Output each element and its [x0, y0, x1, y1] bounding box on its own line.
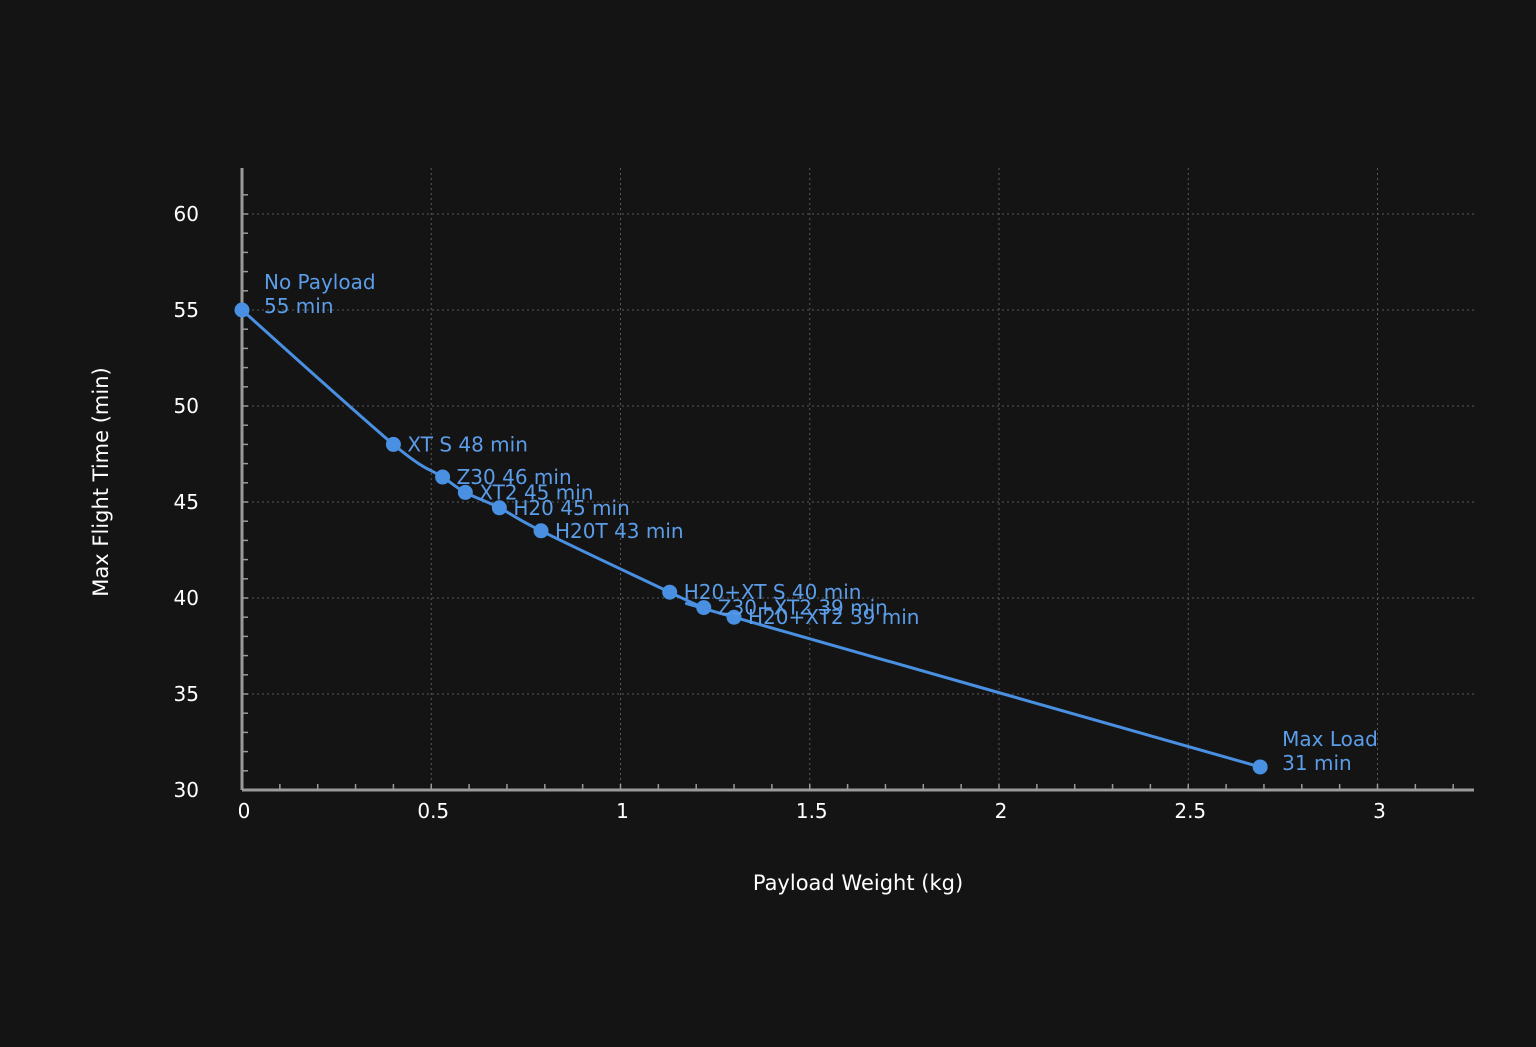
axes [240, 168, 1474, 792]
point-label: H20+XT S 40 min [684, 580, 862, 604]
data-point [435, 469, 451, 485]
point-label: XT S 48 min [407, 432, 528, 456]
y-tick-label: 55 [174, 298, 199, 322]
point-label: No Payload [264, 270, 376, 294]
data-point [491, 500, 507, 516]
x-tick-label: 2.5 [1174, 799, 1206, 823]
data-point [662, 584, 678, 600]
point-label: 55 min [264, 294, 334, 318]
x-tick-label: 1 [616, 799, 629, 823]
y-tick-label: 35 [174, 682, 199, 706]
grid-lines [242, 168, 1474, 790]
data-point [234, 302, 250, 318]
x-axis-title: Payload Weight (kg) [753, 871, 963, 895]
data-point [726, 609, 742, 625]
x-tick-label: 0 [238, 799, 251, 823]
data-point [457, 484, 473, 500]
y-tick-label: 40 [174, 586, 199, 610]
data-points [234, 302, 1268, 775]
x-tick-label: 1.5 [796, 799, 828, 823]
x-tick-label: 2 [995, 799, 1008, 823]
point-label: H20T 43 min [555, 519, 684, 543]
point-label: Z30+XT2 39 min [718, 596, 888, 620]
y-tick-label: 60 [174, 202, 199, 226]
flight-time-curve [241, 308, 1261, 769]
point-label: Z30 46 min [457, 465, 572, 489]
data-point [1252, 759, 1268, 775]
point-label: H20 45 min [513, 496, 629, 520]
y-tick-label: 50 [174, 394, 199, 418]
y-tick-label: 30 [174, 778, 199, 802]
data-point [533, 523, 549, 539]
data-point [696, 600, 712, 616]
x-tick-label: 3 [1373, 799, 1386, 823]
x-tick-label: 0.5 [417, 799, 449, 823]
y-axis-title: Max Flight Time (min) [89, 367, 113, 596]
y-tick-label: 45 [174, 490, 199, 514]
point-label: 31 min [1282, 751, 1352, 775]
point-label: XT2 45 min [479, 480, 593, 504]
data-point [385, 436, 401, 452]
point-label: Max Load [1282, 727, 1378, 751]
tick-labels: 0 0.5 1 1.5 2 2.5 3 30 35 40 45 50 55 60 [174, 202, 1386, 823]
point-label: H20+XT2 39 min [748, 605, 919, 629]
